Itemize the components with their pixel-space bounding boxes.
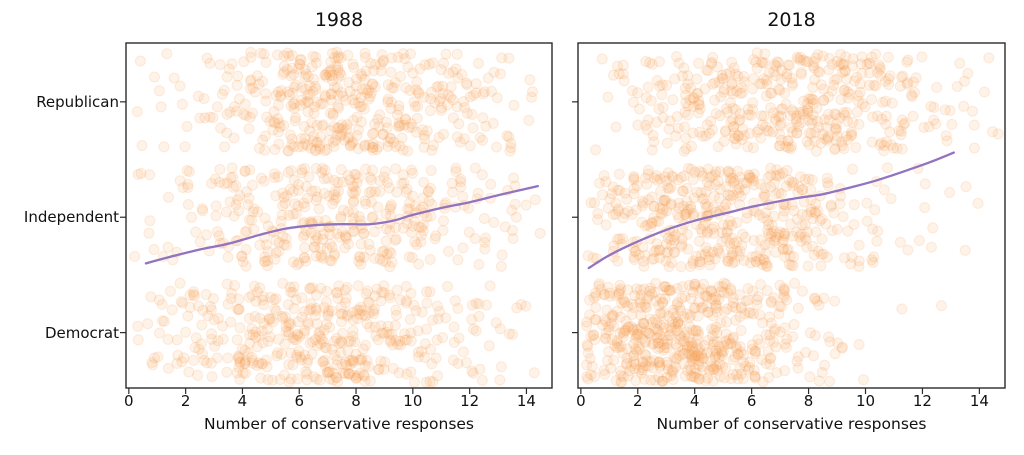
axis-ticks-1988 — [120, 101, 528, 394]
trend-line-1988 — [144, 184, 539, 265]
xaxis-label-2018: Number of conservative responses — [656, 415, 927, 433]
xtick-label-2018-14: 14 — [969, 392, 989, 410]
axis-ticks-2018 — [572, 101, 980, 394]
trend-line-2018 — [587, 151, 955, 270]
axes-border-2018 — [577, 42, 1006, 389]
xtick-label-2018-12: 12 — [912, 392, 932, 410]
ytick-label-republican: Republican — [36, 93, 119, 111]
xtick-label-2018-6: 6 — [746, 392, 757, 410]
axes-border-1988 — [125, 42, 553, 389]
xtick-label-2018-4: 4 — [689, 392, 700, 410]
xtick-label-1988-6: 6 — [294, 392, 304, 410]
xtick-label-2018-10: 10 — [855, 392, 876, 410]
xtick-label-1988-4: 4 — [237, 392, 248, 410]
xtick-label-2018-2: 2 — [632, 392, 643, 410]
scatter-points-1988 — [129, 46, 546, 388]
scatter-points-2018 — [581, 47, 1004, 388]
xtick-label-1988-2: 2 — [180, 392, 191, 410]
xtick-label-1988-0: 0 — [124, 392, 134, 410]
xtick-label-1988-10: 10 — [403, 392, 423, 410]
xtick-label-2018-0: 0 — [576, 392, 586, 410]
xtick-label-1988-14: 14 — [516, 392, 536, 410]
ytick-label-independent: Independent — [23, 208, 119, 226]
xtick-label-2018-8: 8 — [803, 392, 814, 410]
panel-title-1988: 1988 — [314, 9, 364, 31]
ytick-label-democrat: Democrat — [44, 324, 119, 342]
panel-title-2018: 2018 — [767, 9, 816, 31]
xaxis-label-1988: Number of conservative responses — [203, 415, 475, 433]
xtick-label-1988-12: 12 — [460, 392, 480, 410]
xtick-label-1988-8: 8 — [351, 392, 361, 410]
